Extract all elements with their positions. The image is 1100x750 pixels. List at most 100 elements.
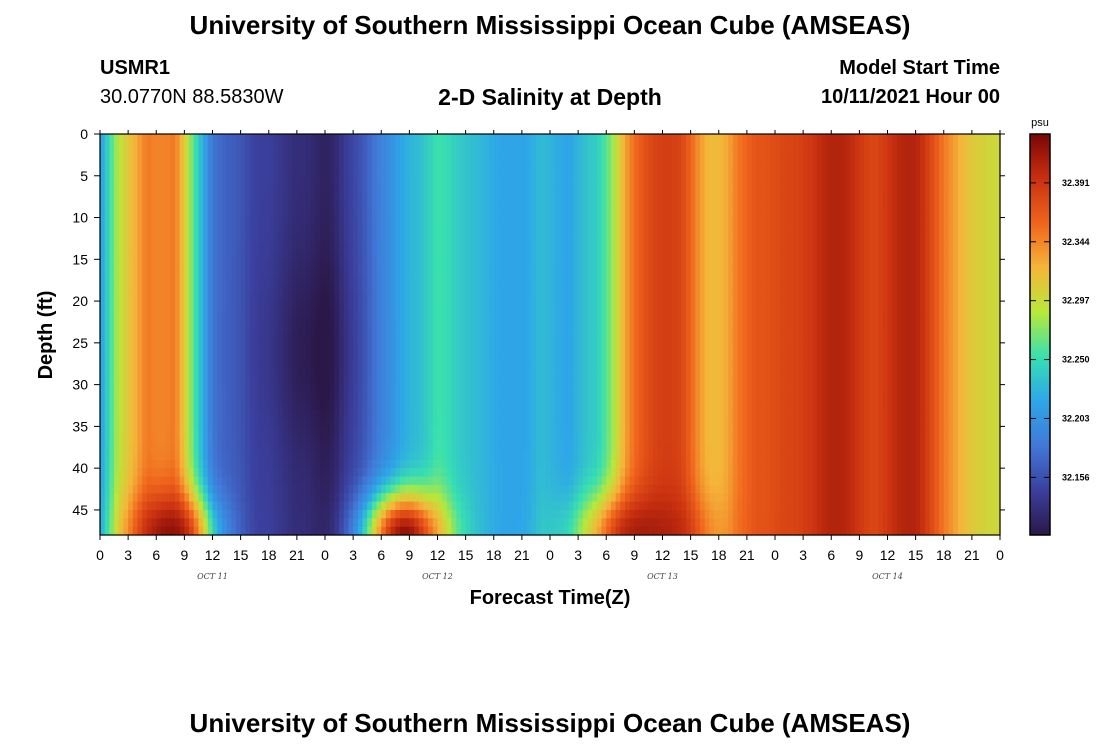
heatmap-cell (123, 317, 129, 327)
heatmap-cell (198, 276, 204, 285)
heatmap-cell (254, 484, 260, 494)
heatmap-cell (137, 200, 143, 210)
heatmap-cell (559, 451, 565, 461)
heatmap-cell (170, 209, 176, 219)
heatmap-cell (484, 334, 490, 344)
heatmap-cell (292, 309, 298, 319)
heatmap-cell (207, 351, 214, 361)
heatmap-cell (418, 317, 425, 327)
heatmap-cell (146, 175, 153, 185)
heatmap-cell (465, 384, 471, 394)
heatmap-cell (287, 401, 293, 411)
heatmap-cell (376, 526, 382, 536)
heatmap-cell (203, 142, 209, 152)
heatmap-cell (320, 459, 326, 469)
heatmap-cell (334, 376, 340, 386)
heatmap-cell (470, 342, 476, 352)
heatmap-cell (446, 468, 453, 478)
heatmap-cell (550, 309, 556, 319)
heatmap-cell (545, 234, 551, 244)
heatmap-cell (489, 142, 495, 152)
heatmap-cell (414, 276, 420, 285)
heatmap-cell (498, 142, 504, 152)
heatmap-cell (235, 509, 242, 519)
heatmap-cell (423, 443, 429, 453)
heatmap-cell (343, 367, 350, 377)
heatmap-cell (306, 175, 312, 185)
heatmap-cell (540, 267, 546, 277)
heatmap-cell (395, 484, 401, 494)
heatmap-cell (432, 225, 439, 235)
heatmap-cell (470, 150, 476, 160)
heatmap-cell (554, 401, 560, 411)
heatmap-cell (264, 434, 270, 444)
heatmap-cell (226, 443, 232, 453)
heatmap-cell (484, 150, 490, 160)
heatmap-cell (132, 401, 139, 411)
heatmap-cell (404, 426, 410, 436)
heatmap-cell (114, 301, 120, 311)
heatmap-cell (357, 359, 364, 369)
heatmap-cell (282, 418, 289, 427)
heatmap-cell (498, 359, 504, 369)
heatmap-cell (526, 259, 532, 269)
heatmap-cell (264, 384, 270, 394)
heatmap-cell (423, 217, 429, 227)
heatmap-cell (189, 192, 195, 202)
heatmap-cell (343, 418, 350, 427)
heatmap-cell (484, 409, 490, 419)
heatmap-cell (568, 409, 575, 419)
heatmap-cell (254, 376, 260, 386)
heatmap-cell (179, 493, 185, 503)
heatmap-cell (353, 434, 359, 444)
heatmap-cell (203, 468, 209, 478)
heatmap-cell (503, 493, 509, 503)
heatmap-cell (329, 459, 335, 469)
heatmap-cell (217, 192, 223, 202)
heatmap-cell (484, 401, 490, 411)
heatmap-cell (339, 351, 345, 361)
heatmap-cell (475, 376, 481, 386)
heatmap-cell (432, 426, 439, 436)
heatmap-cell (348, 142, 354, 152)
heatmap-cell (226, 376, 232, 386)
heatmap-cell (573, 518, 579, 528)
heatmap-cell (231, 159, 237, 169)
heatmap-cell (371, 267, 378, 277)
heatmap-cell (142, 509, 148, 519)
heatmap-cell (446, 376, 453, 386)
heatmap-cell (264, 284, 270, 294)
heatmap-cell (315, 175, 321, 185)
heatmap-cell (432, 184, 439, 194)
heatmap-cell (100, 192, 106, 202)
heatmap-cell (381, 401, 387, 411)
heatmap-cell (165, 468, 171, 478)
heatmap-cell (554, 426, 560, 436)
heatmap-cell (531, 443, 537, 453)
heatmap-cell (254, 309, 260, 319)
heatmap-cell (156, 501, 162, 511)
heatmap-cell (531, 509, 537, 519)
heatmap-cell (517, 401, 523, 411)
heatmap-cell (179, 484, 185, 494)
heatmap-cell (278, 384, 284, 394)
heatmap-cell (250, 434, 256, 444)
heatmap-cell (414, 209, 420, 219)
heatmap-cell (371, 301, 378, 311)
heatmap-cell (114, 267, 120, 277)
heatmap-cell (339, 359, 345, 369)
heatmap-cell (207, 493, 214, 503)
heatmap-cell (193, 301, 200, 311)
heatmap-cell (235, 200, 242, 210)
heatmap-cell (100, 225, 106, 235)
heatmap-cell (156, 392, 162, 402)
heatmap-cell (531, 518, 537, 528)
heatmap-cell (339, 134, 345, 143)
heatmap-cell (151, 526, 157, 536)
heatmap-cell (489, 242, 495, 252)
heatmap-cell (395, 418, 401, 427)
heatmap-cell (390, 225, 396, 235)
heatmap-cell (573, 150, 579, 160)
heatmap-cell (512, 451, 518, 461)
heatmap-cell (235, 484, 242, 494)
